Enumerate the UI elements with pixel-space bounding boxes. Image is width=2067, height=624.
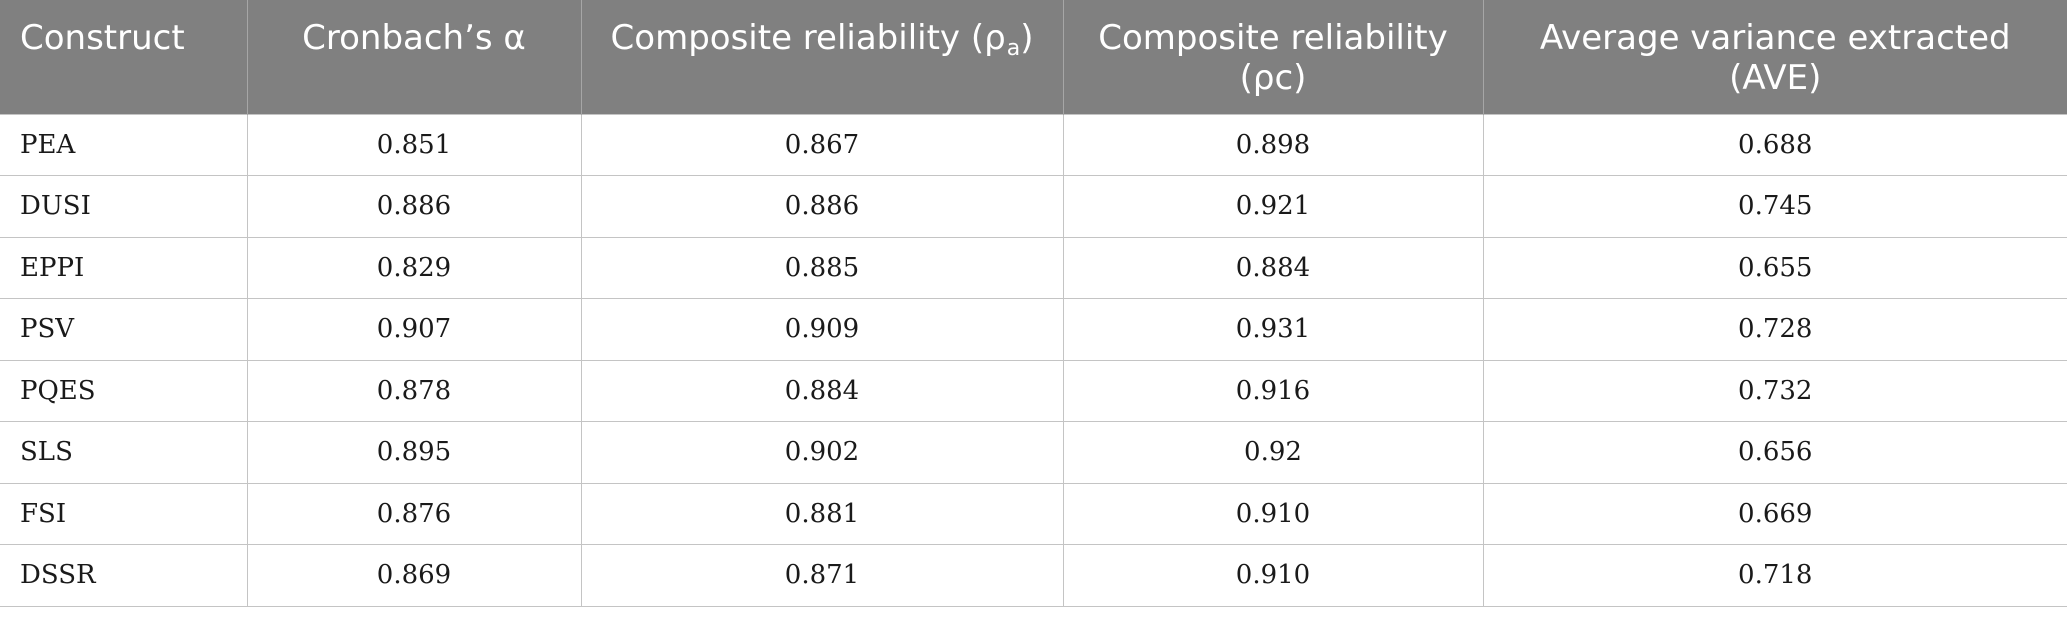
cell-rho-c: 0.931 [1062, 298, 1484, 361]
cell-rho-a: 0.871 [580, 544, 1064, 607]
cell-cronbach-alpha: 0.829 [246, 236, 582, 299]
cell-rho-a: 0.885 [580, 236, 1064, 299]
cell-ave: 0.745 [1482, 175, 2067, 238]
cell-rho-c: 0.921 [1062, 175, 1484, 238]
header-cronbach-alpha-label: Cronbach’s α [302, 18, 526, 58]
cell-ave: 0.728 [1482, 298, 2067, 361]
cell-construct: DSSR [0, 544, 248, 607]
reliability-table: Construct Cronbach’s α Composite reliabi… [0, 0, 2067, 607]
header-cronbach-alpha: Cronbach’s α [246, 0, 581, 114]
header-construct: Construct [0, 0, 247, 114]
cell-ave: 0.718 [1482, 544, 2067, 607]
header-ave-label: Average variance extracted (AVE) [1539, 18, 2011, 98]
table-row: SLS 0.895 0.902 0.92 0.656 [0, 421, 2067, 484]
cell-rho-c: 0.92 [1062, 421, 1484, 484]
header-rho-a-close: ) [1020, 18, 1034, 58]
cell-rho-c: 0.884 [1062, 236, 1484, 299]
cell-construct: EPPI [0, 236, 248, 299]
cell-construct: PSV [0, 298, 248, 361]
header-composite-reliability-rho-c: Composite reliability (ρc) [1062, 0, 1483, 114]
header-rho-c-label: Composite reliability (ρc) [1098, 18, 1448, 98]
cell-cronbach-alpha: 0.876 [246, 482, 582, 545]
cell-construct: PEA [0, 113, 248, 176]
header-ave: Average variance extracted (AVE) [1482, 0, 2067, 114]
cell-construct: PQES [0, 359, 248, 422]
cell-rho-c: 0.910 [1062, 544, 1484, 607]
cell-rho-a: 0.867 [580, 113, 1064, 176]
cell-construct: DUSI [0, 175, 248, 238]
cell-construct: FSI [0, 482, 248, 545]
table-body: PEA 0.851 0.867 0.898 0.688 DUSI 0.886 0.886 0.9… [0, 113, 2067, 607]
cell-rho-a: 0.902 [580, 421, 1064, 484]
cell-cronbach-alpha: 0.907 [246, 298, 582, 361]
table-row: PQES 0.878 0.884 0.916 0.732 [0, 359, 2067, 422]
header-rho-a-subscript: a [1006, 36, 1021, 61]
table-row: DSSR 0.869 0.871 0.910 0.718 [0, 544, 2067, 607]
cell-cronbach-alpha: 0.878 [246, 359, 582, 422]
table-row: DUSI 0.886 0.886 0.921 0.745 [0, 175, 2067, 238]
cell-ave: 0.688 [1482, 113, 2067, 176]
cell-rho-c: 0.898 [1062, 113, 1484, 176]
table-row: PSV 0.907 0.909 0.931 0.728 [0, 298, 2067, 361]
table-row: PEA 0.851 0.867 0.898 0.688 [0, 113, 2067, 176]
cell-ave: 0.656 [1482, 421, 2067, 484]
cell-ave: 0.655 [1482, 236, 2067, 299]
cell-ave: 0.732 [1482, 359, 2067, 422]
cell-rho-a: 0.881 [580, 482, 1064, 545]
table-header: Construct Cronbach’s α Composite reliabi… [0, 0, 2067, 114]
cell-rho-a: 0.909 [580, 298, 1064, 361]
header-row: Construct Cronbach’s α Composite reliabi… [0, 0, 2067, 114]
cell-rho-a: 0.886 [580, 175, 1064, 238]
cell-cronbach-alpha: 0.869 [246, 544, 582, 607]
header-construct-label: Construct [20, 18, 185, 58]
cell-rho-c: 0.910 [1062, 482, 1484, 545]
cell-rho-a: 0.884 [580, 359, 1064, 422]
cell-cronbach-alpha: 0.886 [246, 175, 582, 238]
cell-ave: 0.669 [1482, 482, 2067, 545]
table-row: FSI 0.876 0.881 0.910 0.669 [0, 482, 2067, 545]
table-row: EPPI 0.829 0.885 0.884 0.655 [0, 236, 2067, 299]
cell-cronbach-alpha: 0.851 [246, 113, 582, 176]
header-composite-reliability-rho-a: Composite reliability (ρa) [580, 0, 1063, 114]
cell-construct: SLS [0, 421, 248, 484]
header-rho-a-label: Composite reliability (ρ [610, 18, 1006, 58]
cell-cronbach-alpha: 0.895 [246, 421, 582, 484]
cell-rho-c: 0.916 [1062, 359, 1484, 422]
